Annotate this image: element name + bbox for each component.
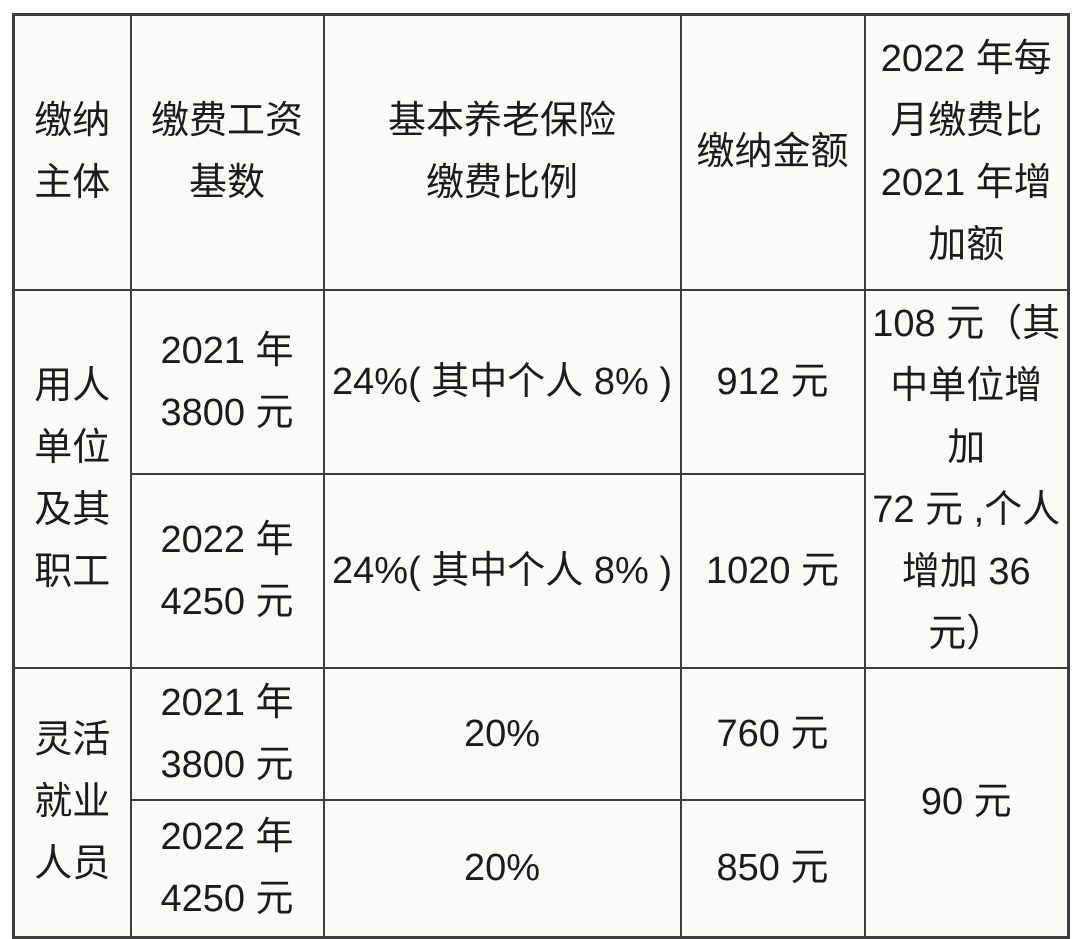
cell-rate-employer-2022: 24%( 其中个人 8% )	[322, 472, 682, 669]
cell-amount-flexible-2022: 850 元	[679, 798, 866, 939]
table-row-employer-2022: 2022 年 4250 元 24%( 其中个人 8% ) 1020 元	[14, 472, 1069, 669]
cell-base-flexible-2022: 2022 年 4250 元	[129, 798, 325, 939]
cell-base-flexible-2021: 2021 年 3800 元	[129, 666, 325, 801]
cell-amount-flexible-2021: 760 元	[679, 666, 866, 801]
pension-contribution-table: 缴纳 主体 缴费工资 基数 基本养老保险 缴费比例 缴纳金额 2022 年每 月…	[12, 13, 1070, 939]
cell-rate-employer-2021: 24%( 其中个人 8% )	[322, 288, 682, 475]
cell-base-employer-2021: 2021 年 3800 元	[129, 288, 325, 475]
cell-rate-flexible-2022: 20%	[322, 798, 682, 939]
cell-amount-employer-2022: 1020 元	[679, 472, 866, 669]
cell-rate-flexible-2021: 20%	[322, 666, 682, 801]
table-container: 缴纳 主体 缴费工资 基数 基本养老保险 缴费比例 缴纳金额 2022 年每 月…	[12, 13, 1070, 939]
header-payer: 缴纳 主体	[12, 13, 132, 291]
header-row: 缴纳 主体 缴费工资 基数 基本养老保险 缴费比例 缴纳金额 2022 年每 月…	[12, 13, 1070, 291]
header-rate: 基本养老保险 缴费比例	[322, 13, 682, 291]
table-row-flexible-2021: 灵活 就业 人员 2021 年 3800 元 20% 760 元 90 元	[12, 666, 1070, 939]
cell-subject-flexible: 灵活 就业 人员	[12, 666, 132, 939]
cell-increase-flexible: 90 元	[863, 666, 1070, 939]
header-increase: 2022 年每 月缴费比 2021 年增 加额	[863, 13, 1070, 291]
cell-subject-employer: 用人 单位 及其 职工	[12, 288, 132, 669]
table-row-employer-2021: 用人 单位 及其 职工 2021 年 3800 元 24%( 其中个人 8% )…	[12, 288, 1070, 669]
header-amount: 缴纳金额	[679, 13, 866, 291]
header-wage-base: 缴费工资 基数	[129, 13, 325, 291]
cell-increase-employer: 108 元（其 中单位增加 72 元 ,个人 增加 36 元）	[863, 288, 1070, 669]
cell-amount-employer-2021: 912 元	[679, 288, 866, 475]
cell-base-employer-2022: 2022 年 4250 元	[129, 472, 325, 669]
